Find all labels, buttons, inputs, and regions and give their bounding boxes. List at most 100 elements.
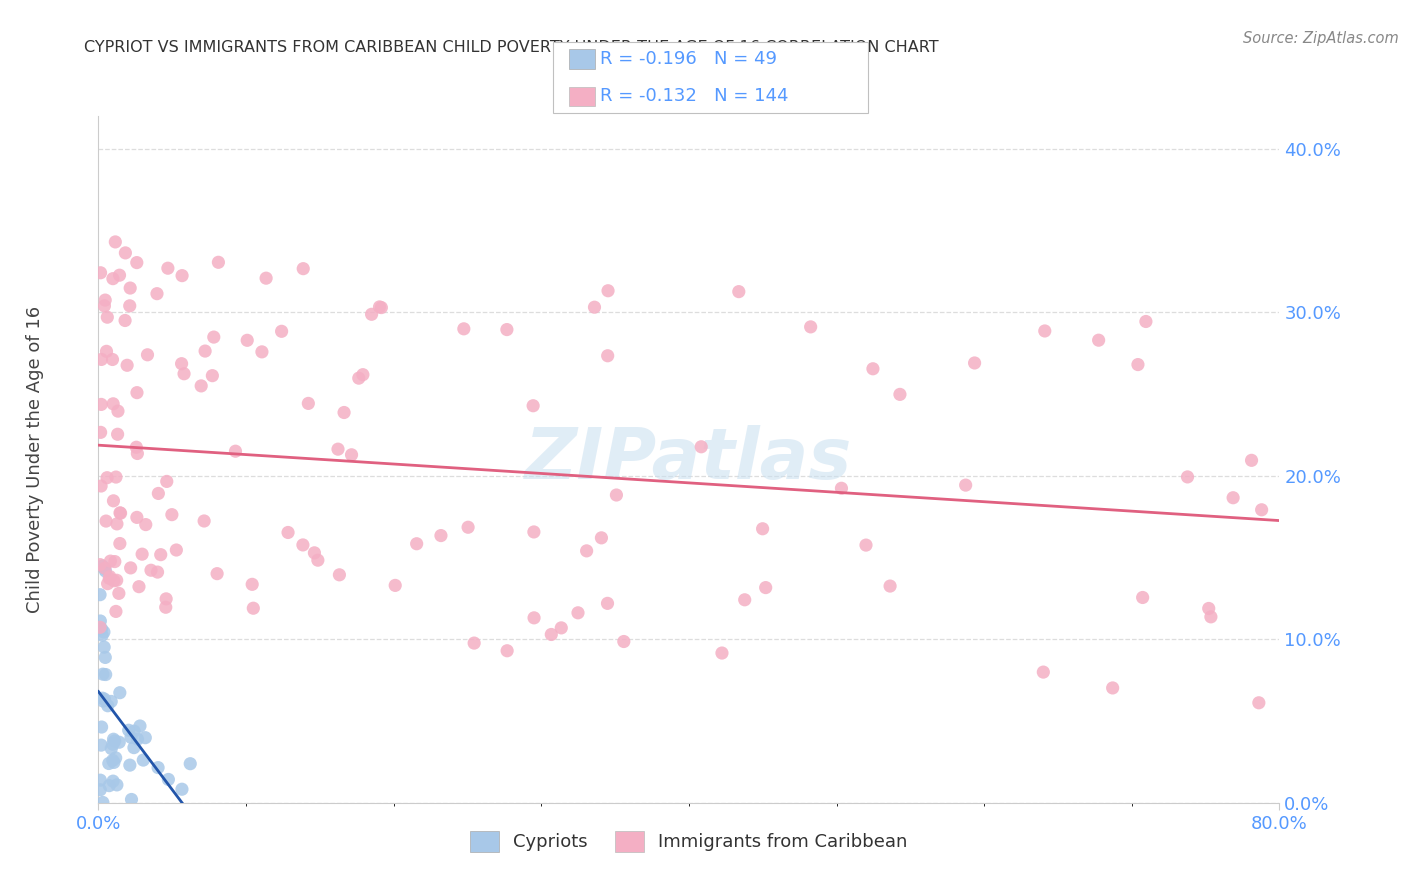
Point (94, 293, 117, 307)
Point (1199, 610, 1222, 624)
Point (103, 493, 125, 508)
Point (90, 397, 112, 411)
Point (800, 319, 823, 334)
Point (103, 756, 125, 770)
Point (201, 368, 224, 383)
Point (134, 731, 156, 745)
Point (91, 667, 114, 681)
Point (146, 286, 169, 301)
Point (523, 611, 546, 625)
Point (727, 285, 749, 299)
Point (583, 300, 606, 314)
Point (90, 425, 112, 440)
Point (127, 446, 149, 460)
Point (89, 773, 111, 788)
Point (105, 574, 128, 588)
Point (190, 379, 212, 393)
Point (540, 627, 562, 641)
Point (307, 553, 329, 567)
Point (101, 397, 124, 411)
Point (596, 284, 619, 298)
Point (93, 692, 115, 706)
Point (131, 547, 153, 561)
Point (118, 299, 141, 313)
Point (755, 581, 778, 595)
Point (1247, 696, 1270, 710)
Point (347, 371, 370, 385)
Point (157, 772, 180, 787)
Point (207, 255, 229, 269)
Point (1032, 665, 1054, 679)
Point (90, 479, 112, 493)
Point (89, 782, 111, 797)
Point (146, 761, 169, 775)
Text: ZIPatlas: ZIPatlas (526, 425, 852, 494)
Point (405, 537, 427, 551)
Point (108, 268, 131, 283)
Point (128, 580, 150, 594)
Point (170, 357, 193, 371)
Point (605, 488, 627, 502)
Point (156, 475, 179, 489)
Point (205, 566, 228, 581)
Text: Source: ZipAtlas.com: Source: ZipAtlas.com (1243, 31, 1399, 46)
Point (136, 348, 159, 362)
Point (710, 646, 733, 660)
Point (101, 352, 124, 367)
Point (98, 571, 121, 585)
Point (101, 753, 124, 767)
Point (889, 387, 911, 401)
Point (93, 299, 115, 313)
Point (522, 399, 544, 413)
Point (120, 731, 142, 745)
Point (101, 271, 124, 285)
Point (170, 782, 193, 797)
Point (89, 588, 111, 602)
Point (1132, 591, 1154, 605)
Point (1135, 314, 1157, 328)
Point (122, 724, 145, 739)
Point (93, 625, 115, 640)
Point (496, 322, 519, 336)
Point (179, 756, 201, 771)
Point (550, 621, 572, 635)
Point (1250, 503, 1272, 517)
Point (292, 261, 315, 276)
Point (107, 404, 129, 418)
Point (193, 514, 215, 528)
Point (89, 620, 111, 634)
Point (463, 636, 485, 650)
Point (118, 758, 141, 772)
Point (129, 719, 152, 733)
Point (94, 564, 117, 578)
Point (830, 481, 852, 495)
Point (120, 561, 142, 575)
Point (100, 694, 122, 708)
Point (326, 442, 349, 457)
Point (135, 517, 157, 532)
Text: Child Poverty Under the Age of 16: Child Poverty Under the Age of 16 (27, 306, 44, 613)
Point (855, 538, 877, 552)
Point (270, 324, 292, 338)
Point (120, 281, 142, 295)
Point (1222, 491, 1244, 505)
Point (91, 559, 114, 574)
Point (108, 686, 131, 700)
Point (108, 586, 131, 600)
Point (94, 514, 117, 528)
Point (108, 506, 131, 520)
Point (277, 525, 299, 540)
Point (453, 322, 475, 336)
Point (523, 524, 546, 539)
Point (496, 644, 519, 658)
Text: CYPRIOT VS IMMIGRANTS FROM CARIBBEAN CHILD POVERTY UNDER THE AGE OF 16 CORRELATI: CYPRIOT VS IMMIGRANTS FROM CARIBBEAN CHI… (84, 40, 939, 55)
Point (90, 622, 112, 636)
Point (103, 732, 125, 747)
Point (297, 396, 319, 410)
Point (370, 301, 392, 315)
Point (98, 779, 121, 793)
Legend: Cypriots, Immigrants from Caribbean: Cypriots, Immigrants from Caribbean (463, 823, 915, 859)
Point (110, 506, 132, 520)
Point (97, 756, 120, 771)
Point (173, 367, 195, 381)
